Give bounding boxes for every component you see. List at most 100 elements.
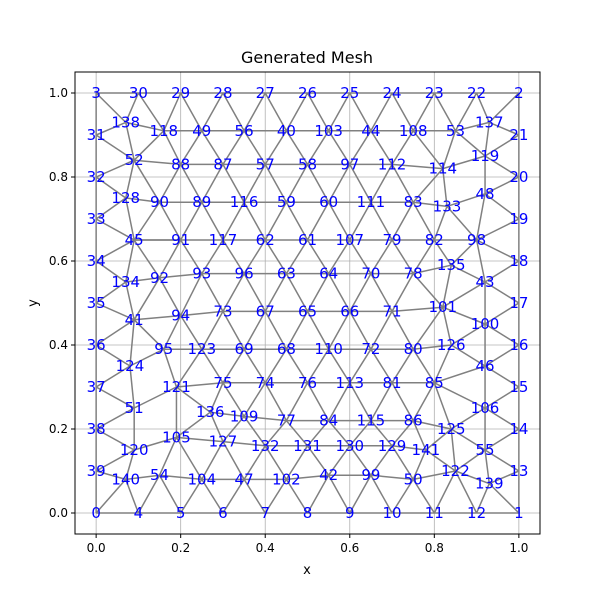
mesh-edge [285, 382, 309, 421]
node-label: 64 [319, 265, 338, 283]
mesh-edge [306, 382, 330, 421]
y-tick-label: 0.4 [49, 338, 68, 352]
mesh-edge [133, 436, 177, 451]
mesh-edge [95, 407, 135, 430]
node-label: 117 [209, 231, 238, 249]
node-label: 116 [230, 193, 259, 211]
mesh-edge [328, 130, 351, 165]
node-label: 30 [129, 84, 148, 102]
mesh-edge [124, 160, 135, 199]
mesh-edge [285, 201, 309, 241]
mesh-edge [488, 470, 520, 485]
node-label: 92 [150, 269, 169, 287]
mesh-edge [285, 239, 309, 274]
node-label: 16 [509, 336, 528, 354]
mesh-edge [158, 164, 182, 203]
node-label: 82 [425, 231, 444, 249]
mesh-edge [306, 474, 330, 514]
node-label: 1 [514, 504, 524, 522]
node-label: 132 [251, 437, 280, 455]
node-label: 66 [340, 302, 359, 320]
mesh-edge [133, 386, 177, 409]
node-label: 103 [314, 122, 343, 140]
mesh-edge [125, 479, 140, 514]
mesh-edge [209, 382, 224, 413]
mesh-edge [95, 121, 127, 136]
mesh-edge [133, 159, 161, 203]
y-tick-label: 1.0 [49, 86, 68, 100]
mesh-edge [285, 92, 309, 132]
mesh-edge [391, 479, 414, 514]
node-label: 98 [467, 231, 486, 249]
mesh-edge [328, 445, 351, 476]
node-label: 40 [277, 122, 296, 140]
node-label: 15 [509, 378, 528, 396]
node-label: 55 [475, 441, 494, 459]
node-label: 63 [277, 265, 296, 283]
node-label: 129 [378, 437, 407, 455]
mesh-edge [222, 201, 245, 241]
node-label: 101 [428, 298, 457, 316]
mesh-edge [442, 281, 486, 308]
node-label: 75 [213, 374, 232, 392]
mesh-edge [209, 411, 224, 442]
mesh-edge [442, 130, 457, 169]
node-label: 121 [162, 378, 191, 396]
mesh-edge [129, 348, 165, 367]
mesh-edge [488, 92, 520, 123]
node-label: 46 [475, 357, 494, 375]
mesh-edge [134, 314, 181, 321]
mesh-edge [412, 130, 444, 170]
node-label: 32 [87, 168, 106, 186]
mesh-edge [349, 130, 372, 165]
node-label: 109 [230, 407, 259, 425]
mesh-edge [370, 164, 393, 203]
mesh-edge [125, 92, 140, 123]
mesh-edge [455, 121, 490, 132]
node-label: 31 [87, 126, 106, 144]
mesh-edge [175, 437, 203, 480]
mesh-edge [306, 420, 330, 447]
node-label: 100 [471, 315, 500, 333]
mesh-edge [180, 239, 203, 274]
node-label: 99 [361, 466, 380, 484]
node-label: 96 [235, 265, 254, 283]
node-label: 22 [467, 84, 486, 102]
mesh-edge [176, 382, 224, 388]
node-label: 69 [235, 340, 254, 358]
mesh-edge [484, 302, 520, 325]
node-label: 35 [87, 294, 106, 312]
mesh-edge [484, 193, 520, 220]
y-axis-label: y [26, 299, 41, 307]
node-label: 79 [382, 231, 401, 249]
plot-frame [74, 71, 541, 535]
mesh-edge [412, 239, 435, 274]
mesh-edge [95, 365, 131, 388]
mesh-edge [442, 307, 452, 346]
mesh-edge [133, 239, 161, 279]
mesh-edges [95, 92, 520, 514]
mesh-edge [488, 121, 520, 136]
mesh-edge [475, 193, 486, 241]
mesh-edge [391, 445, 414, 480]
mesh-edge [327, 474, 351, 514]
mesh-edge [425, 428, 452, 451]
node-label: 93 [192, 265, 211, 283]
mesh-edge [210, 411, 245, 418]
mesh-edge [433, 382, 452, 430]
mesh-edge [412, 273, 444, 308]
mesh-edge [327, 201, 351, 241]
mesh-edge [476, 239, 520, 262]
mesh-edge [129, 365, 135, 409]
node-label: 18 [509, 252, 528, 270]
node-label: 136 [196, 403, 225, 421]
mesh-edge [327, 273, 351, 312]
mesh-edge [125, 474, 160, 481]
mesh-edge [95, 386, 135, 409]
node-label: 71 [382, 302, 401, 320]
mesh-edge [95, 239, 135, 262]
node-label: 6 [218, 504, 228, 522]
node-label: 113 [335, 374, 364, 392]
